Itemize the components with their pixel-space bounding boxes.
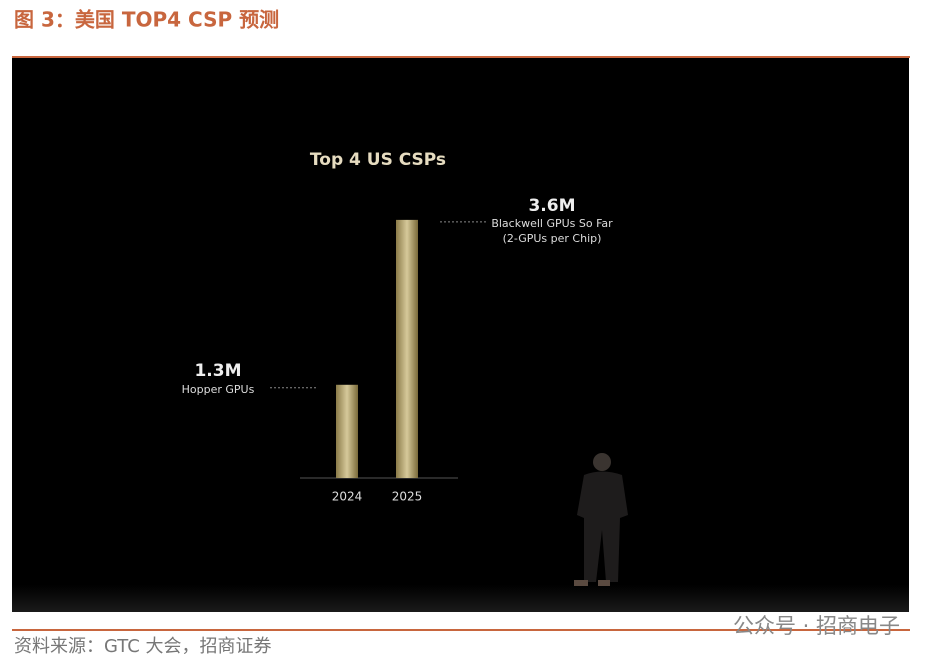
slide-photo: [12, 58, 909, 612]
figure-caption: 图 3：美国 TOP4 CSP 预测: [14, 8, 279, 32]
value-label: 3.6M: [528, 196, 575, 216]
annotation: Blackwell GPUs So Far: [491, 217, 613, 230]
watermark: 公众号 · 招商电子: [733, 614, 900, 638]
source-note: 资料来源：GTC 大会，招商证券: [14, 636, 272, 657]
annotation: (2-GPUs per Chip): [503, 232, 602, 245]
stage-floor: [12, 585, 909, 612]
x-tick-label: 2025: [392, 490, 423, 504]
bar: [396, 219, 418, 478]
presenter: [574, 453, 628, 586]
x-tick-label: 2024: [332, 490, 363, 504]
value-label: 1.3M: [194, 361, 241, 381]
annotation: Hopper GPUs: [182, 383, 255, 396]
bar: [336, 384, 358, 478]
chart-title: Top 4 US CSPs: [310, 150, 446, 170]
